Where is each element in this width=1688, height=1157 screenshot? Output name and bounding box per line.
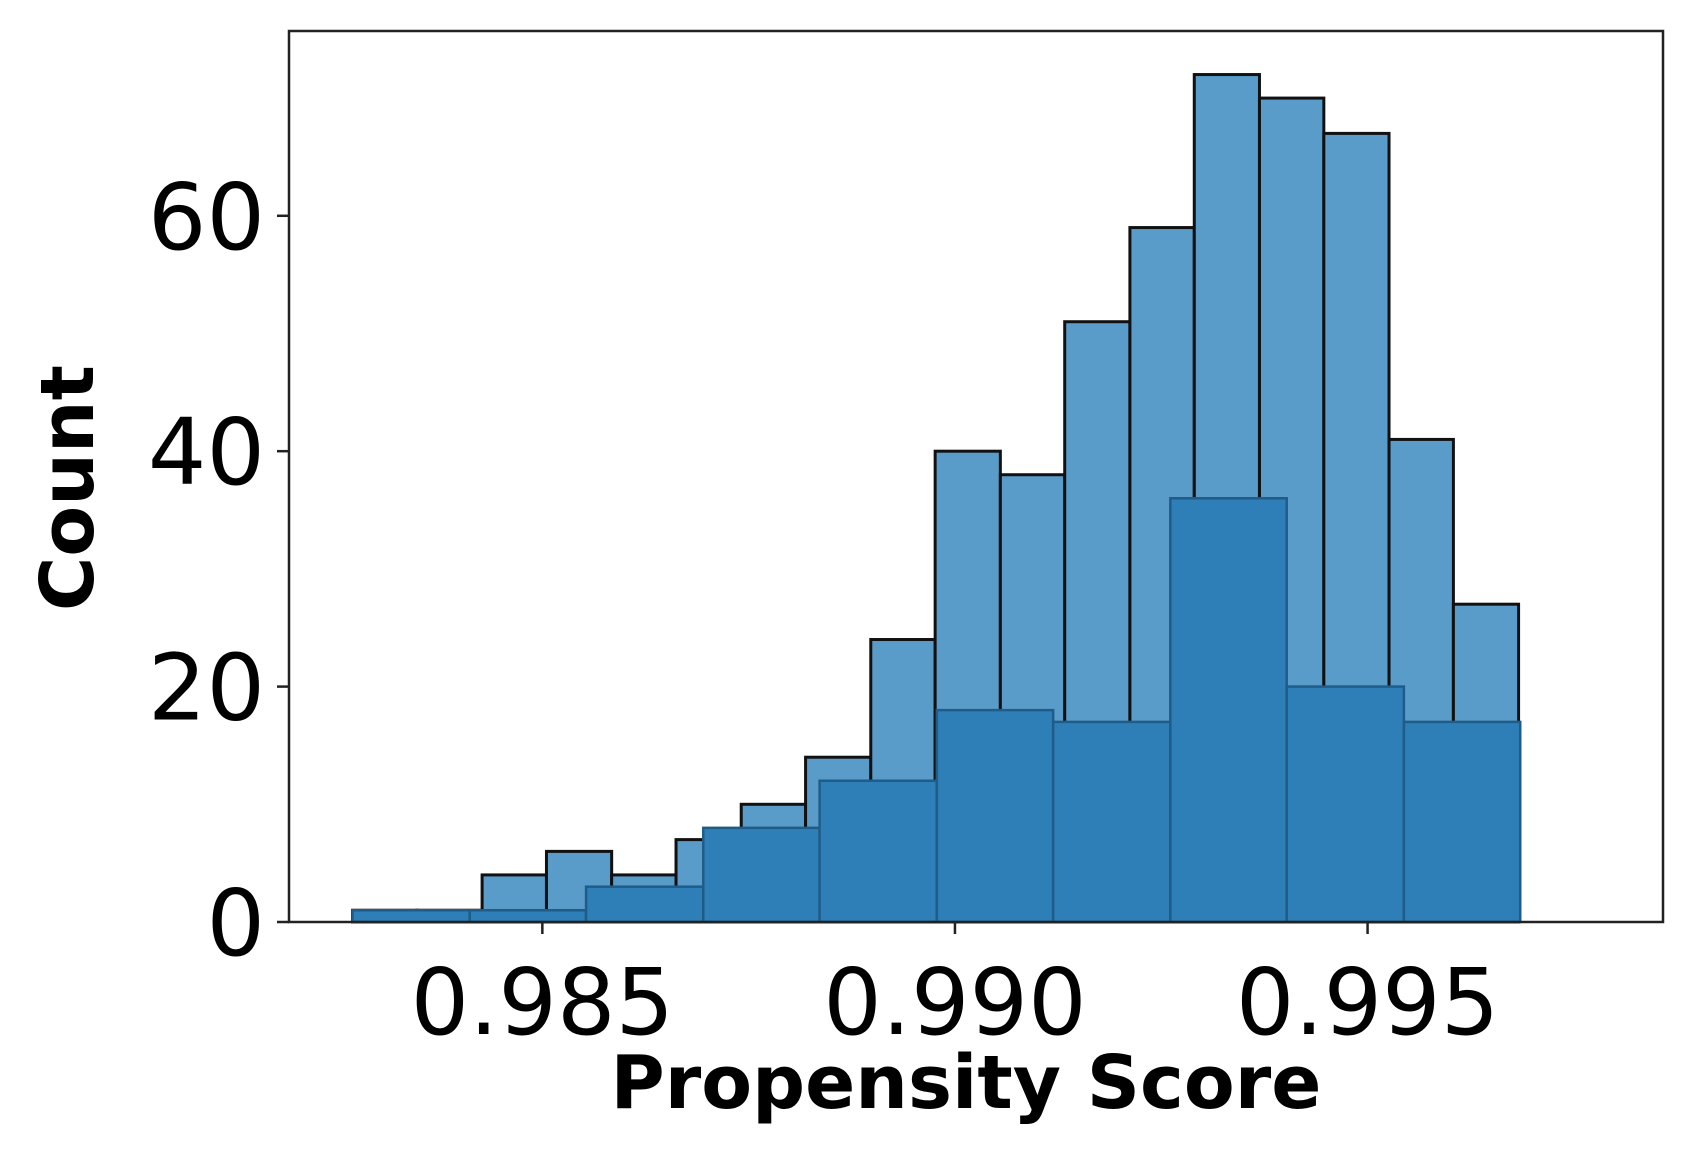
y-tick-label: 60 <box>148 164 265 271</box>
histogram-bar <box>1169 497 1288 924</box>
histogram-bar <box>468 908 588 924</box>
histogram-bar <box>1402 720 1522 924</box>
x-axis-title: Propensity Score <box>611 1040 1322 1126</box>
x-tick-label: 0.995 <box>1236 949 1499 1056</box>
histogram-bar <box>818 779 939 924</box>
histogram-bar <box>1285 685 1406 924</box>
y-tick-label: 0 <box>206 870 265 977</box>
bars-layer <box>351 73 1522 924</box>
histogram-bar <box>1051 720 1172 924</box>
histogram-bar <box>584 885 705 924</box>
axes-layer: 0 20 40 60 0.985 0.990 0.995 <box>148 29 1665 1056</box>
histogram-bar <box>935 708 1055 924</box>
y-axis-title: Count <box>25 365 111 611</box>
y-tick-label: 40 <box>148 399 265 506</box>
histogram-bar <box>351 908 471 924</box>
x-tick-label: 0.985 <box>411 949 674 1056</box>
histogram-bar <box>702 826 821 924</box>
x-tick-label: 0.990 <box>823 949 1086 1056</box>
plot-frame <box>287 29 1665 924</box>
labels-layer: Propensity Score Count <box>25 365 1321 1126</box>
y-tick-label: 20 <box>148 635 265 742</box>
